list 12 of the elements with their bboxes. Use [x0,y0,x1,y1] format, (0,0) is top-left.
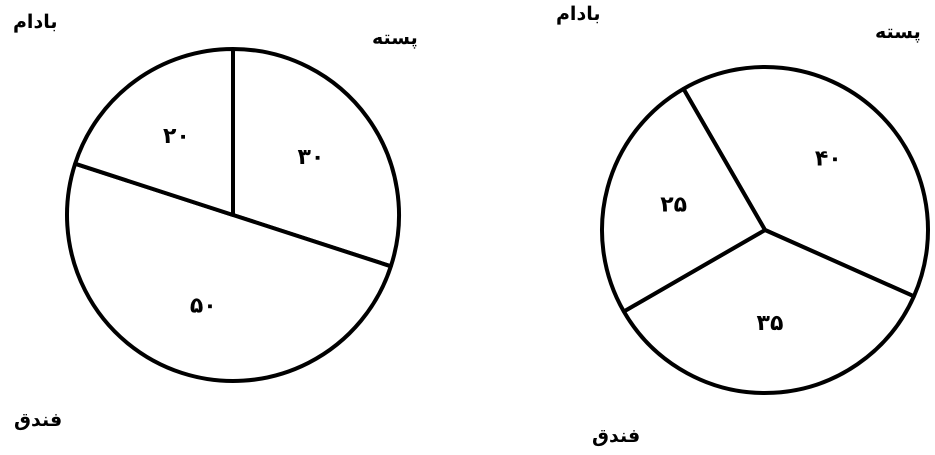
data-label: ۴۰ [814,146,842,172]
data-label: ۳۵ [756,311,784,336]
slice-label: بادام [556,3,600,25]
slice-label: پسته [875,21,921,43]
data-label: ۵۰ [190,293,217,318]
data-label: ۳۰ [297,145,324,170]
slice-label: بادام [13,11,58,33]
data-label: ۲۰ [162,124,190,149]
slice-label: فندق [592,425,640,447]
slice-label: پسته [372,27,418,49]
data-label: ۲۵ [660,192,688,218]
slice-label: فندق [14,409,62,431]
